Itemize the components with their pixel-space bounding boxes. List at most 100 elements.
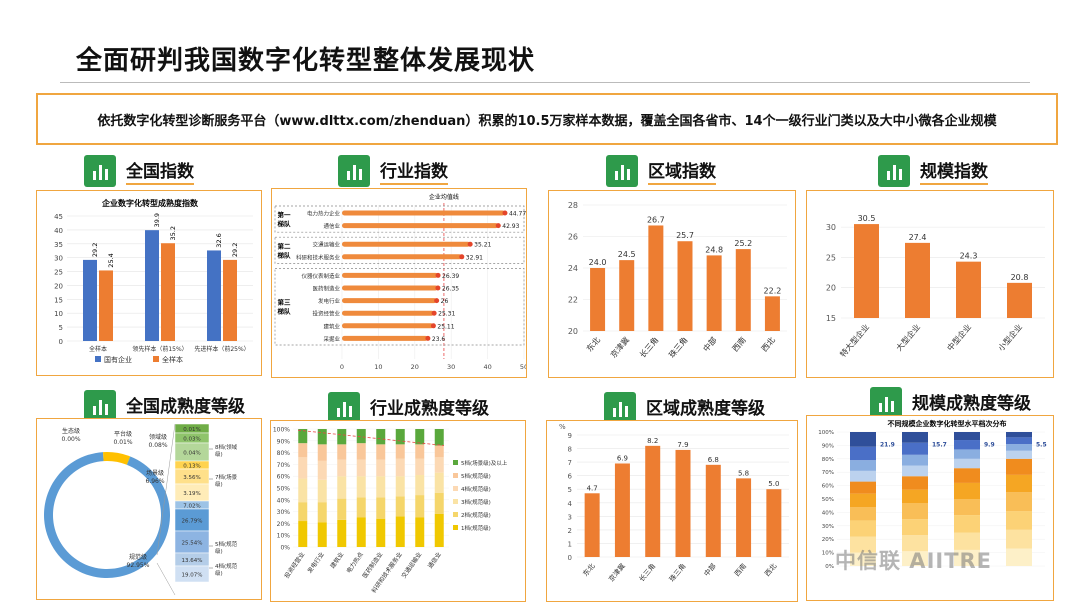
x-tick-label: 10: [374, 363, 382, 371]
stack-segment: [1006, 444, 1032, 451]
stack-segment: [415, 495, 425, 518]
segment-value: 3.56%: [183, 475, 200, 481]
x-tick-label: 西北: [763, 562, 778, 578]
watermark: 中信联 AIITRE: [835, 549, 993, 573]
stack-segment: [902, 489, 928, 504]
data-label: 5.5: [1036, 442, 1047, 449]
stack-segment: [376, 459, 386, 477]
y-tick-label: 50%: [822, 497, 834, 503]
industry-index-panel: 01020304050企业均值线第一梯队第二梯队第三梯队电力热力企业44.77通…: [271, 188, 527, 378]
x-tick-label: 40: [483, 363, 491, 371]
section-scale-index: 规模指数: [878, 155, 988, 187]
data-label: 24.5: [618, 250, 636, 259]
stack-segment: [395, 516, 405, 547]
data-label: 42.93: [502, 223, 519, 230]
bar-chart-icon: [338, 155, 370, 187]
title-divider: [60, 82, 1030, 83]
x-tick-label: 东北: [581, 562, 597, 579]
stack-segment: [434, 472, 444, 493]
bar: [584, 493, 600, 557]
section-label: 行业指数: [380, 157, 448, 185]
slice-label: 领域级: [149, 433, 167, 441]
section-label: 区域成熟度等级: [646, 394, 765, 422]
legend-label: 2档(规范级): [461, 511, 491, 519]
group-label: 梯队: [278, 250, 292, 259]
slice-label: 生态级: [62, 427, 80, 435]
stack-segment: [415, 517, 425, 547]
y-tick-label: 医药制造业: [312, 285, 340, 293]
stack-segment: [850, 481, 876, 494]
scale-index-chart: 15 20 25 30 30.5 特大型企业 27.4 大型企业 24.3 中型企业 20.8 小型企…: [826, 214, 1045, 359]
x-tick-label: 珠三角: [666, 335, 689, 360]
segment-value: 3.19%: [183, 491, 200, 497]
section-label: 区域指数: [648, 157, 716, 185]
x-tick-label: 西北: [760, 336, 777, 354]
stack-segment: [954, 499, 980, 516]
y-axis-label: %: [559, 423, 566, 431]
stack-segment: [954, 432, 980, 441]
stack-segment: [902, 535, 928, 552]
stack-segment: [317, 522, 327, 547]
stack-segment: [298, 478, 308, 503]
stack-segment: [954, 532, 980, 550]
x-tick-label: 领先样本（前15%）: [132, 345, 187, 353]
x-tick-label: 20: [411, 363, 419, 371]
y-tick-label: 30: [826, 223, 836, 232]
legend-label: 全样本: [162, 355, 183, 364]
bar: [590, 268, 606, 331]
data-label: 24.0: [589, 258, 607, 267]
y-tick-label: 科研和技术服务业: [296, 253, 341, 261]
stack-segment: [1006, 458, 1032, 475]
regional-index-chart: 20 22 24 26 28 24.0 东北 24.5 京津冀 26.7 长三角 25.7 珠三角 24.…: [568, 201, 787, 360]
stack-segment: [850, 536, 876, 553]
stack-segment: [356, 517, 366, 547]
stack-segment: [415, 444, 425, 459]
stack-segment: [1006, 474, 1032, 493]
national-index-chart: 企业数字化转型成熟度指数 0 5 10 15 20 25 30 35 40 45 29.2 25.4 全样…: [54, 198, 253, 364]
stack-segment: [337, 498, 347, 520]
x-tick-label: 建筑业: [329, 551, 346, 570]
x-tick-label: 50: [520, 363, 527, 371]
slice-label: 平台级: [114, 430, 132, 438]
stack-segment: [376, 429, 386, 445]
bar: [706, 255, 722, 331]
data-label: 9.9: [984, 442, 995, 449]
x-tick-label: 特大型企业: [838, 322, 871, 359]
legend-label: 1档(规范级): [461, 524, 491, 532]
x-tick-label: 0: [340, 363, 344, 371]
stack-segment: [902, 503, 928, 520]
stack-segment: [954, 549, 980, 566]
breakdown-label: 5档(规范: [215, 540, 238, 548]
bar: [342, 285, 438, 291]
group-label: 第二: [278, 241, 292, 250]
x-tick-label: 中部: [701, 335, 719, 354]
segment-value: 0.13%: [183, 464, 200, 470]
banner-text: 依托数字化转型诊断服务平台（www.dlttx.com/zhenduan）积累的…: [97, 113, 997, 129]
y-tick-label: 5: [59, 324, 63, 332]
data-label: 26: [441, 298, 449, 305]
stack-segment: [317, 502, 327, 523]
stack-segment: [850, 520, 876, 537]
connector-line: [156, 423, 176, 556]
section-industry-index: 行业指数: [338, 155, 448, 187]
legend-swatch: [453, 486, 458, 491]
data-label: 25.31: [438, 311, 455, 318]
x-tick-label: 发电行业: [306, 551, 326, 575]
data-label: 8.2: [647, 437, 658, 445]
breakdown-label: 级): [215, 547, 223, 555]
section-scale-maturity: 规模成熟度等级: [870, 387, 1031, 419]
y-tick-label: 5: [568, 486, 572, 494]
national-maturity-panel: 生态级 0.00% 平台级 0.01% 领域级 0.08% 场景级 6.96% 规范级 92.95…: [36, 418, 262, 600]
bar: [207, 250, 221, 341]
bar: [342, 323, 434, 329]
bar: [342, 241, 471, 247]
stack-segment: [1006, 432, 1032, 438]
y-tick-label: 26: [568, 233, 578, 242]
stack-segment: [376, 444, 386, 460]
y-tick-label: 70%: [277, 462, 291, 469]
stack-segment: [850, 552, 876, 566]
y-tick-label: 20: [826, 284, 836, 293]
y-tick-label: 1: [568, 540, 572, 548]
y-tick-label: 100%: [818, 430, 834, 436]
stack-segment: [376, 476, 386, 498]
